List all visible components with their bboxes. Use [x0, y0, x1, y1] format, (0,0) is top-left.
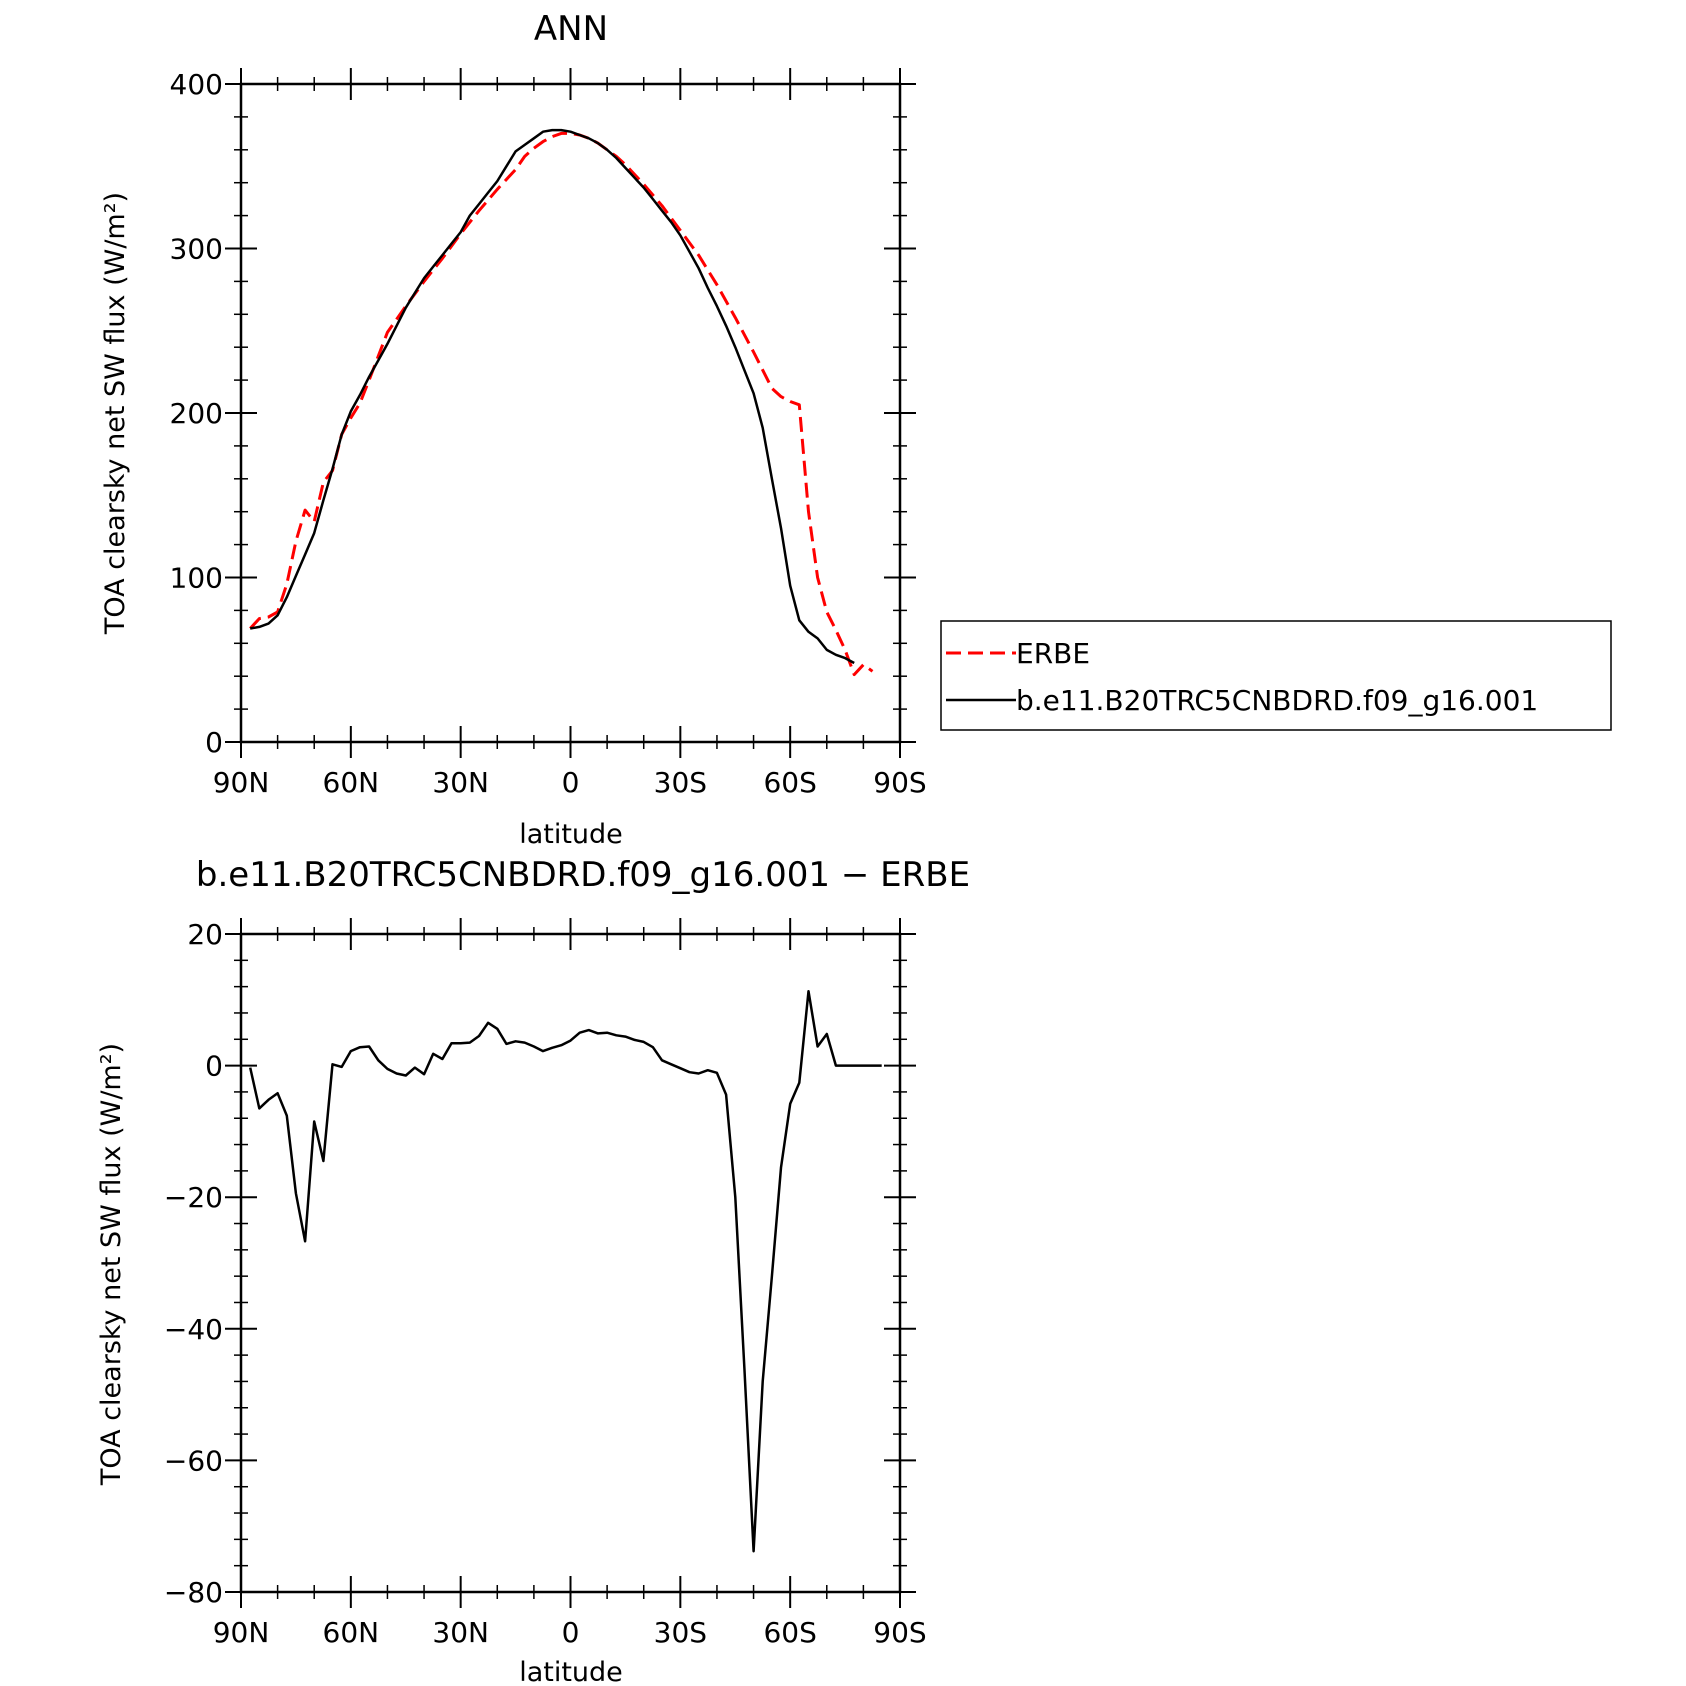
x-tick-label: 30N — [432, 766, 489, 799]
y-tick-label: 20 — [187, 918, 223, 951]
legend-box — [940, 620, 1612, 731]
panel1-x-axis-label: latitude — [519, 819, 623, 850]
y-tick-label: 400 — [170, 68, 223, 101]
y-tick-label: −20 — [164, 1181, 223, 1214]
panel1-plot-frame — [239, 82, 902, 744]
x-tick-label: 60S — [763, 766, 816, 799]
x-tick-label: 60S — [763, 1616, 816, 1649]
panel1-title: ANN — [534, 9, 608, 49]
erbe-series-line — [249, 131, 874, 677]
x-tick-label: 30N — [432, 1616, 489, 1649]
panel-annual-mean: ANN TOA clearsky net SW flux (W/m²) lati… — [100, 9, 927, 850]
x-tick-label: 90N — [213, 766, 270, 799]
y-tick-label: 100 — [170, 562, 223, 595]
x-tick-label: 90N — [213, 1616, 270, 1649]
y-tick-label: −40 — [164, 1313, 223, 1346]
panel1-tick-marks — [225, 68, 916, 758]
panel2-series — [248, 989, 882, 1553]
panel-difference: b.e11.B20TRC5CNBDRD.f09_g16.001 − ERBE T… — [96, 855, 970, 1686]
model-series-line — [249, 128, 855, 665]
legend-erbe-label: ERBE — [1016, 637, 1090, 670]
y-tick-label: 200 — [170, 397, 223, 430]
panel2-x-axis-label: latitude — [519, 1657, 623, 1686]
model-series-line — [248, 989, 882, 1553]
y-tick-label: 0 — [205, 726, 223, 759]
panel1-y-axis-label: TOA clearsky net SW flux (W/m²) — [100, 192, 131, 635]
x-tick-label: 90S — [873, 1616, 926, 1649]
x-tick-label: 0 — [562, 1616, 580, 1649]
panel2-y-axis-label: TOA clearsky net SW flux (W/m²) — [96, 1043, 127, 1486]
panel1-y-tick-labels: 0 100 200 300 400 — [170, 68, 223, 759]
x-tick-label: 0 — [562, 766, 580, 799]
panel2-y-tick-labels: −80 −60 −40 −20 0 20 — [164, 918, 223, 1609]
legend-model-label: b.e11.B20TRC5CNBDRD.f09_g16.001 — [1016, 684, 1538, 717]
y-tick-label: −60 — [164, 1444, 223, 1477]
x-tick-label: 60N — [323, 1616, 380, 1649]
x-tick-label: 90S — [873, 766, 926, 799]
x-tick-label: 60N — [323, 766, 380, 799]
legend: ERBE b.e11.B20TRC5CNBDRD.f09_g16.001 — [940, 620, 1612, 731]
y-tick-label: 0 — [205, 1050, 223, 1083]
x-tick-label: 30S — [654, 766, 707, 799]
y-tick-label: −80 — [164, 1576, 223, 1609]
panel2-title: b.e11.B20TRC5CNBDRD.f09_g16.001 − ERBE — [196, 855, 970, 895]
panel1-series — [249, 128, 874, 677]
panel2-plot-frame — [239, 932, 902, 1594]
y-tick-label: 300 — [170, 233, 223, 266]
panel1-x-tick-labels: 90N 60N 30N 0 30S 60S 90S — [213, 766, 927, 799]
panel2-x-tick-labels: 90N 60N 30N 0 30S 60S 90S — [213, 1616, 927, 1649]
x-tick-label: 30S — [654, 1616, 707, 1649]
